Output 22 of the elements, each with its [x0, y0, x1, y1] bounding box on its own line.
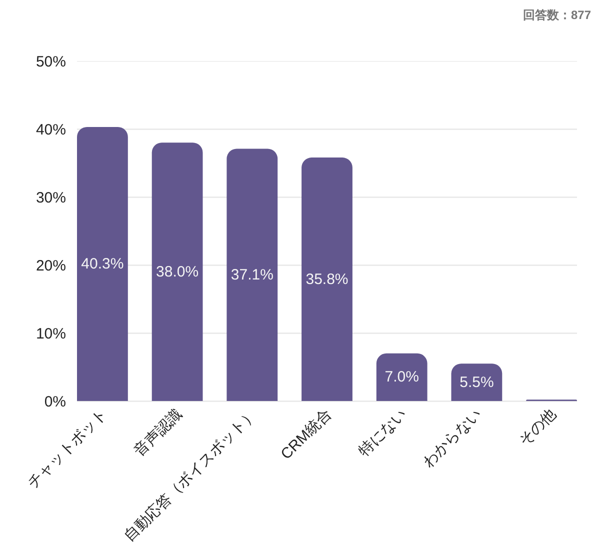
y-tick-label: 20%: [36, 257, 66, 274]
bar: [77, 126, 128, 401]
bar: [376, 353, 428, 401]
text: 回答数：877: [523, 8, 592, 22]
x-tick-label: 音声認識: [130, 406, 186, 460]
y-tick-label: 40%: [36, 121, 66, 138]
data-label: 37.1%: [230, 266, 274, 284]
bar: [451, 364, 502, 401]
x-tick-label: わからない: [420, 406, 485, 471]
x-tick-label: 特にない: [356, 406, 410, 460]
y-tick-label: 10%: [36, 325, 66, 342]
data-label: 35.8%: [306, 270, 348, 288]
bar: [226, 148, 278, 401]
x-tick-label: その他: [516, 406, 560, 450]
data-label: 38.0%: [156, 263, 199, 280]
data-label: 5.5%: [460, 374, 494, 391]
y-tick-label: 50%: [36, 53, 66, 70]
y-tick-label: 30%: [36, 189, 66, 206]
bar: [152, 142, 203, 401]
bar: [302, 158, 352, 401]
data-label: 7.0%: [384, 368, 419, 386]
data-label: 40.3%: [81, 255, 124, 272]
